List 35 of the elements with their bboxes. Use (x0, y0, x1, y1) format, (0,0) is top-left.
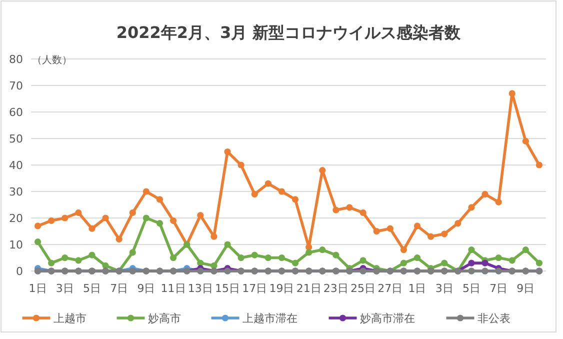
y-axis-title: （人数） (32, 55, 72, 66)
y-tick-label: 0 (16, 265, 23, 278)
x-tick-label: 21日 (296, 282, 322, 295)
y-tick-label: 10 (9, 238, 23, 252)
x-tick-label: 9日 (137, 282, 156, 295)
x-tick-label: 13日 (188, 282, 213, 295)
legend-label: 妙高市滞在 (360, 312, 415, 325)
x-tick-label: 7日 (490, 282, 508, 295)
x-tick-label: 19日 (269, 282, 294, 295)
y-tick-label: 30 (9, 186, 23, 198)
x-tick-label: 25日 (350, 282, 376, 295)
x-tick-label: 5日 (82, 282, 101, 295)
x-tick-label: 5日 (462, 282, 480, 295)
x-tick-label: 27日 (378, 282, 403, 295)
x-tick-label: 1日 (408, 282, 426, 295)
x-tick-label: 3日 (435, 282, 454, 295)
y-tick-label: 50 (9, 132, 23, 146)
x-tick-label: 17日 (242, 282, 268, 295)
legend-label: 非公表 (477, 312, 510, 325)
legend-label: 上越市 (53, 312, 86, 325)
x-tick-label: 11日 (160, 282, 186, 295)
y-tick-label: 40 (9, 159, 23, 172)
chart-title: 2022年2月、3月 新型コロナウイルス感染者数 (116, 23, 462, 42)
x-tick-label: 15日 (215, 282, 240, 295)
x-tick-label: 3日 (56, 282, 74, 295)
x-tick-label: 1日 (28, 282, 47, 295)
legend-label: 妙高市 (148, 312, 181, 325)
y-tick-label: 80 (9, 53, 23, 66)
legend-label: 上越市滞在 (242, 312, 298, 325)
x-tick-label: 9日 (516, 282, 535, 295)
y-tick-label: 20 (9, 212, 23, 225)
x-tick-label: 7日 (110, 282, 128, 295)
y-tick-label: 70 (9, 80, 23, 92)
y-tick-label: 60 (9, 106, 23, 119)
x-tick-label: 23日 (323, 282, 348, 295)
